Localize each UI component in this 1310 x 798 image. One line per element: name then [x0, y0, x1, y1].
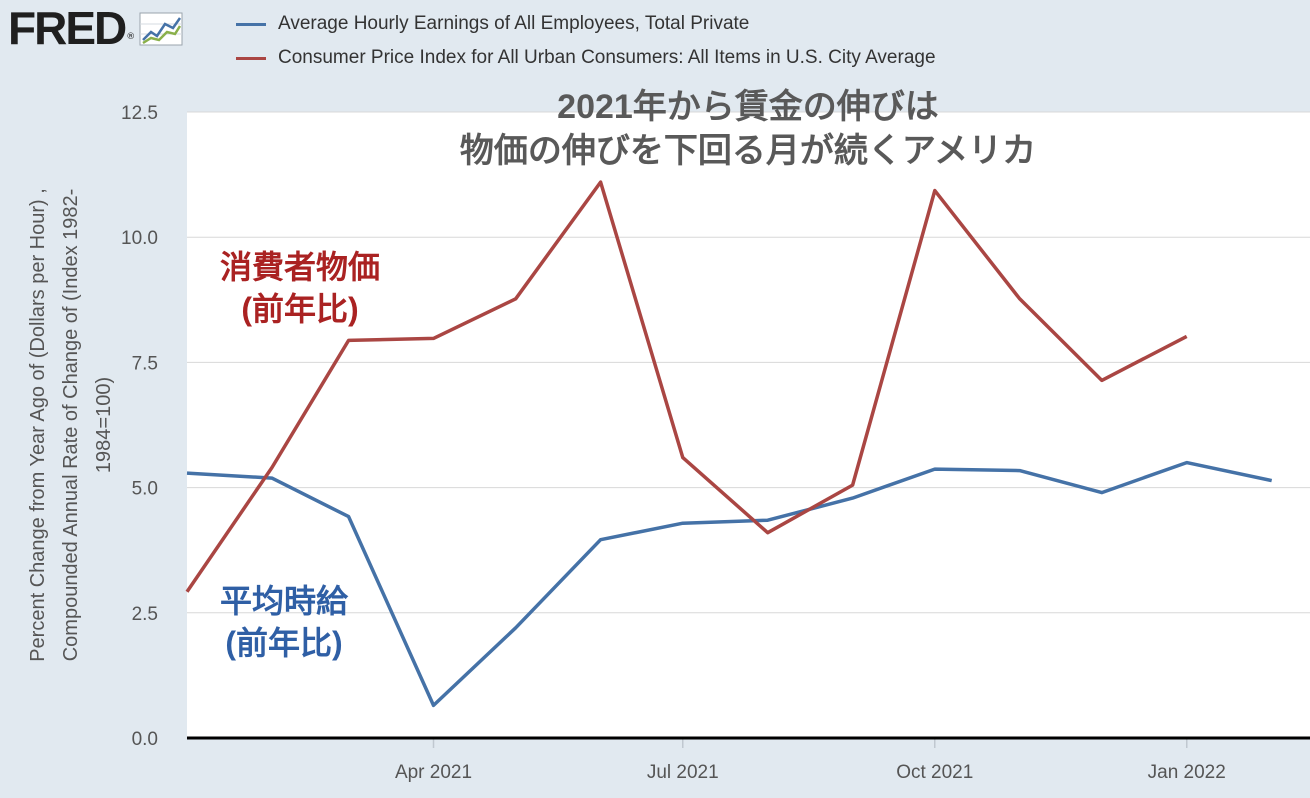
cpi-data-point: [1185, 334, 1189, 338]
y-axis-label-line: Percent Change from Year Ago of (Dollars…: [27, 188, 49, 662]
cpi-data-point: [185, 590, 189, 594]
earnings-data-point: [933, 467, 937, 471]
cpi-data-point: [766, 531, 770, 535]
y-tick-label: 12.5: [121, 103, 158, 124]
annotation-line: (前年比): [241, 291, 358, 327]
plot-background: [187, 112, 1310, 738]
y-axis-label-line: 1984=100): [93, 377, 115, 473]
y-tick-label: 2.5: [132, 604, 158, 625]
earnings-data-point: [514, 626, 518, 630]
cpi-data-point: [933, 189, 937, 193]
cpi-data-point: [514, 297, 518, 301]
legend-swatch-cpi: [236, 56, 266, 60]
wage-annotation: 平均時給 (前年比): [220, 583, 349, 661]
earnings-data-point: [185, 471, 189, 475]
y-tick-label: 7.5: [132, 353, 158, 374]
earnings-data-point: [347, 515, 351, 519]
y-axis-label: Percent Change from Year Ago of (Dollars…: [27, 188, 115, 662]
earnings-data-point: [681, 521, 685, 525]
earnings-data-point: [851, 496, 855, 500]
earnings-data-point: [1185, 461, 1189, 465]
earnings-data-point: [1018, 469, 1022, 473]
x-tick-label: Jul 2021: [647, 762, 719, 783]
x-tick-label: Jan 2022: [1148, 762, 1226, 783]
annotation-line: (前年比): [225, 625, 342, 661]
y-tick-label: 0.0: [132, 729, 158, 750]
cpi-series-line: [185, 180, 1188, 593]
annotation-line: 消費者物価: [220, 249, 380, 285]
cpi-annotation: 消費者物価 (前年比): [220, 249, 380, 327]
cpi-data-point: [1018, 297, 1022, 301]
earnings-data-point: [1270, 479, 1274, 483]
cpi-data-point: [599, 180, 603, 184]
cpi-data-point: [681, 456, 685, 460]
x-tick-label: Oct 2021: [896, 762, 973, 783]
fred-logo-text: FRED: [8, 2, 127, 54]
cpi-data-point: [1100, 378, 1104, 382]
legend-swatch-earnings: [236, 22, 266, 26]
legend-label-earnings: Average Hourly Earnings of All Employees…: [278, 13, 750, 34]
registered-mark: ®: [126, 32, 136, 42]
cpi-data-point: [347, 338, 351, 342]
legend-item-earnings[interactable]: Average Hourly Earnings of All Employees…: [236, 13, 749, 35]
fred-logo[interactable]: FRED ®: [8, 4, 183, 52]
legend-label-cpi: Consumer Price Index for All Urban Consu…: [278, 47, 936, 68]
earnings-data-point: [599, 538, 603, 542]
earnings-series-line: [186, 460, 1273, 708]
cpi-data-point: [432, 336, 436, 340]
chart-title-line: 物価の伸びを下回る月が続くアメリカ: [460, 132, 1036, 170]
chart-title-line: 2021年から賃金の伸びは: [557, 87, 939, 126]
x-tick-label: Apr 2021: [395, 762, 472, 783]
y-tick-label: 5.0: [132, 479, 158, 500]
legend-item-cpi[interactable]: Consumer Price Index for All Urban Consu…: [236, 47, 936, 69]
earnings-data-point: [766, 518, 770, 522]
annotation-line: 平均時給: [220, 583, 349, 619]
earnings-data-point: [432, 703, 436, 707]
cpi-data-point: [851, 483, 855, 487]
y-axis-label-line: Compounded Annual Rate of Change of (Ind…: [60, 189, 82, 662]
earnings-data-point: [270, 476, 274, 480]
y-tick-label: 10.0: [121, 228, 158, 249]
fred-chart-icon: [139, 12, 183, 46]
earnings-data-point: [1100, 491, 1104, 495]
cpi-data-point: [270, 466, 274, 470]
